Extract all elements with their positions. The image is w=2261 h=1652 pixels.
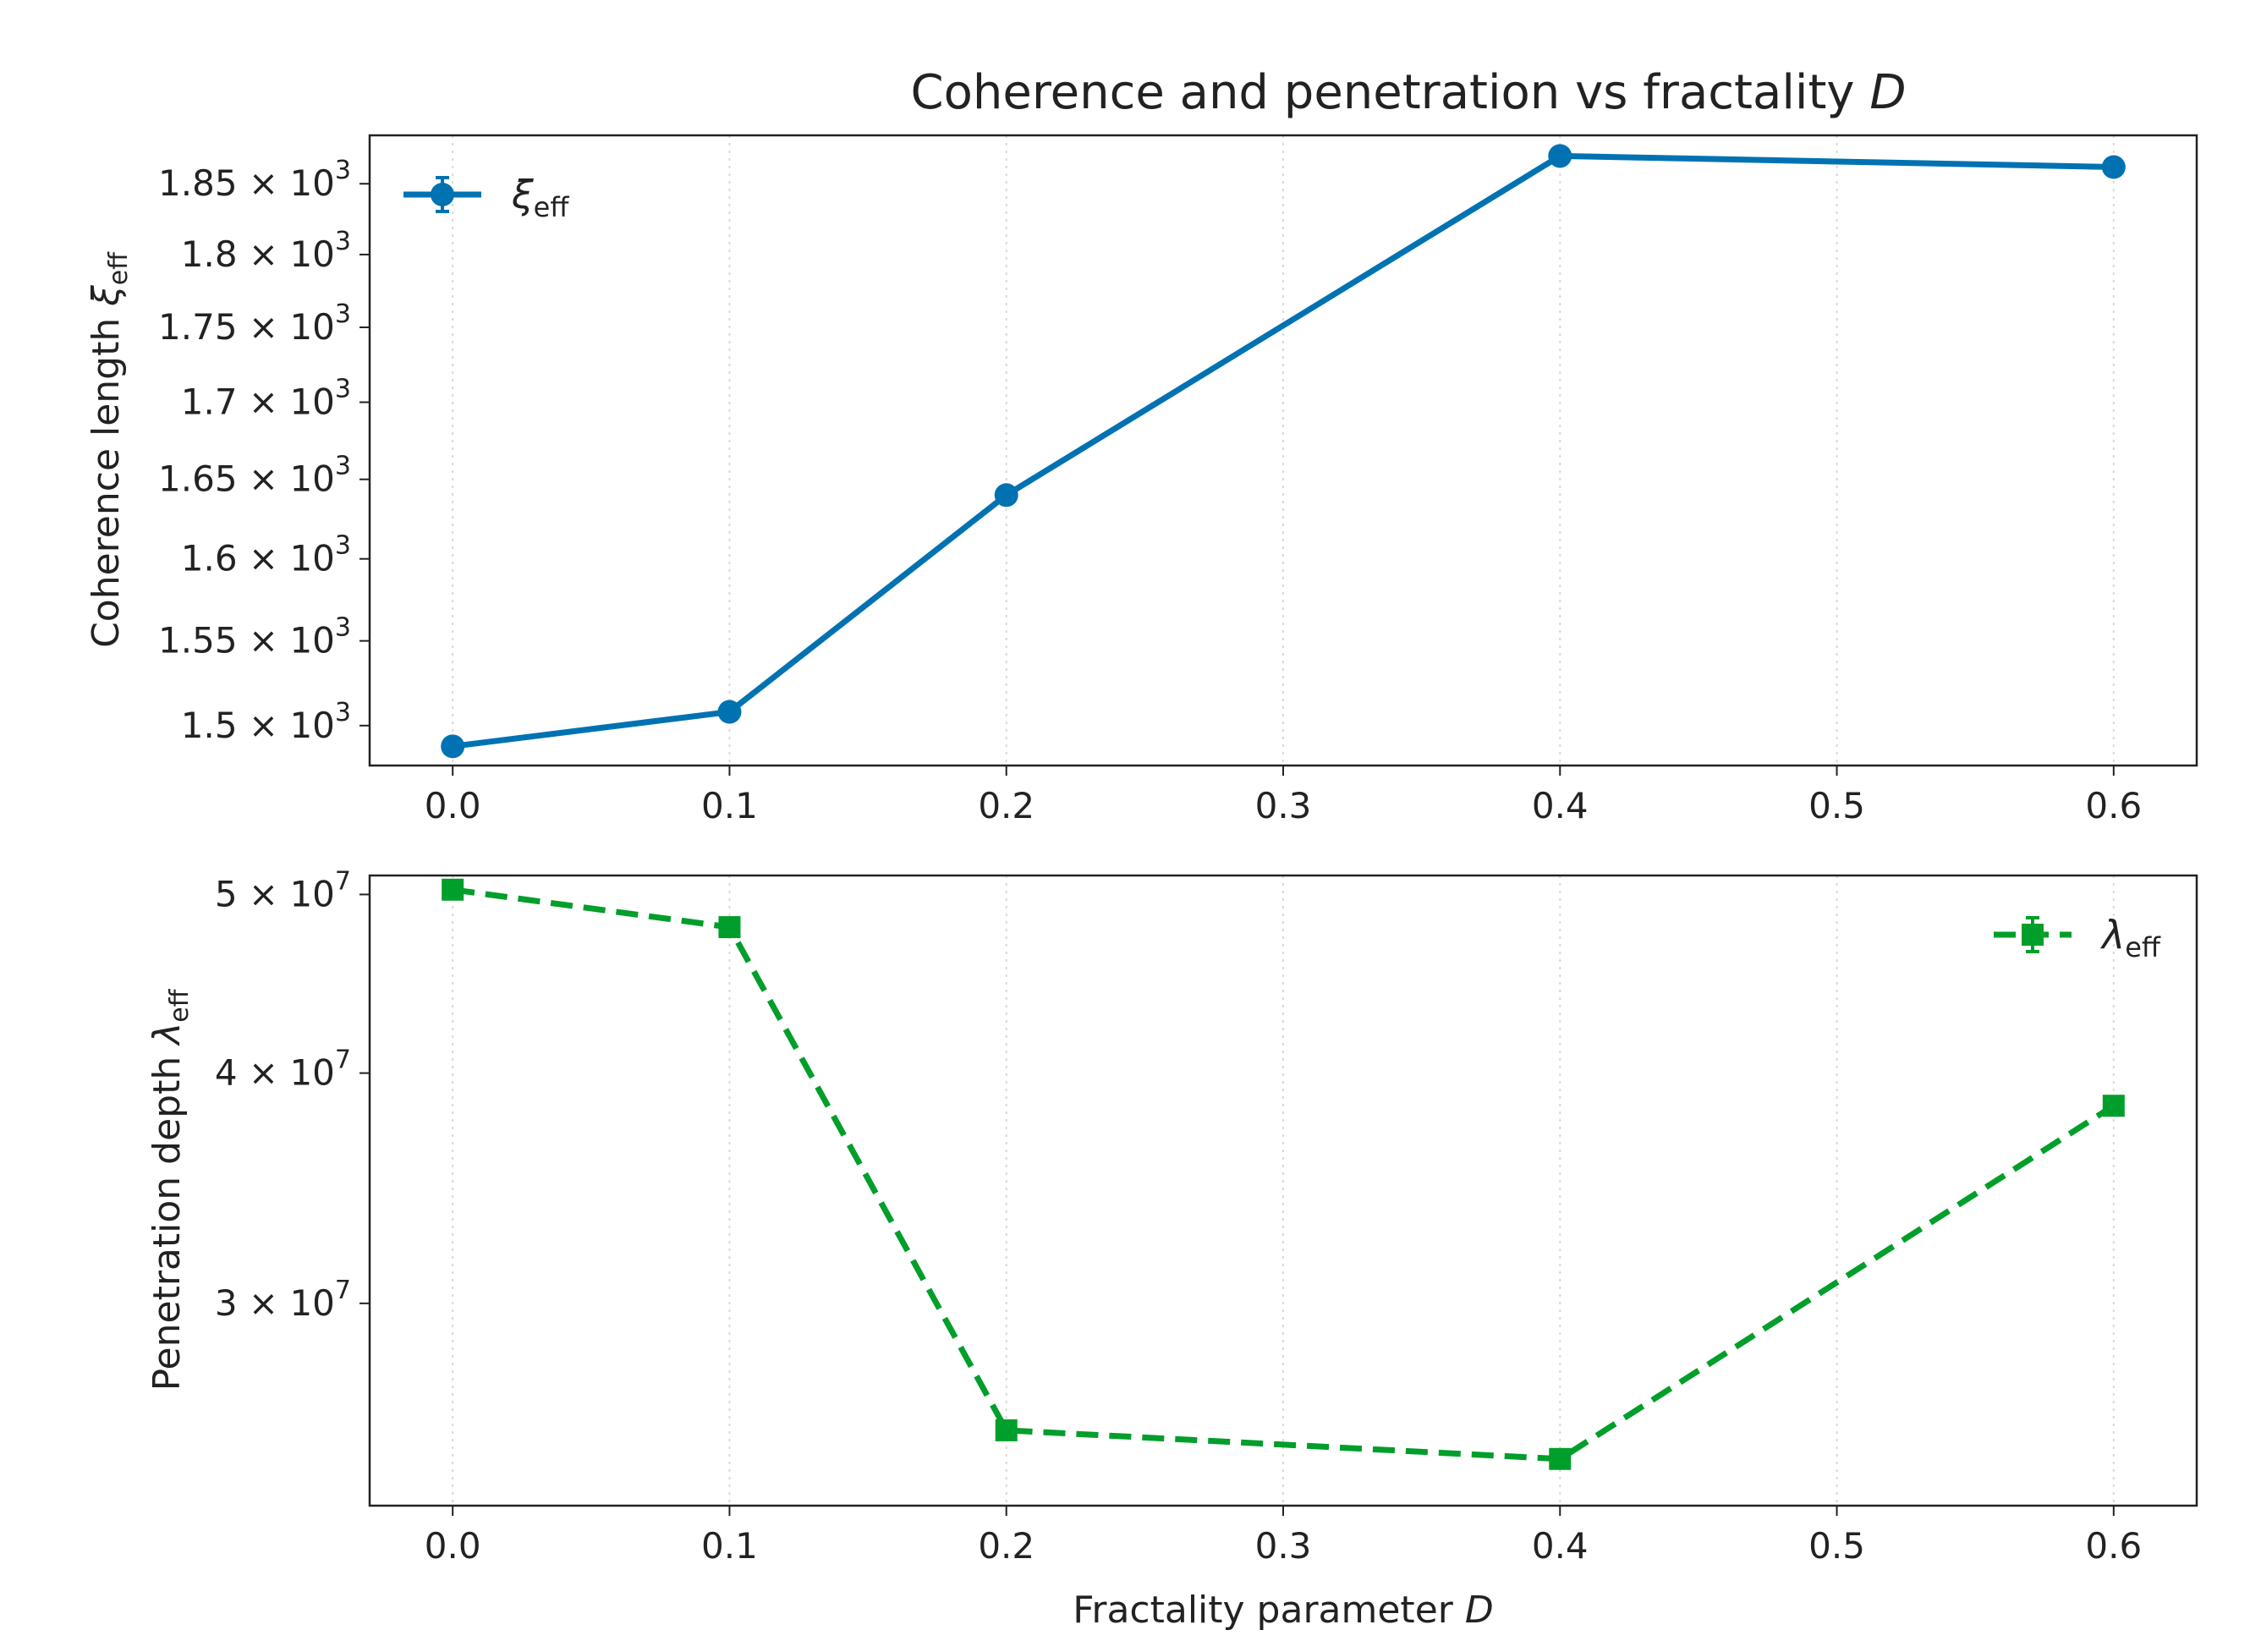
y-axis-label: Coherence length ξeff [85, 251, 134, 648]
x-tick-label: 0.6 [2085, 785, 2142, 826]
y-tick-label: 4 × 107 [215, 1046, 351, 1094]
y-tick-label: 1.7 × 103 [181, 375, 351, 423]
x-tick-label: 0.0 [425, 785, 481, 826]
y-tick-times: × 10 [238, 1052, 335, 1094]
x-tick-label: 0.6 [2085, 1525, 2142, 1567]
data-point [442, 878, 464, 901]
legend-label: λeff [2099, 912, 2161, 963]
axes-frame [368, 874, 2198, 1507]
x-tick-label: 0.5 [1808, 785, 1865, 826]
y-axis-label-symbol: ξ [85, 285, 128, 307]
y-tick-exponent: 3 [335, 299, 351, 329]
x-tick-label: 0.3 [1255, 1525, 1312, 1567]
x-tick-label: 0.3 [1255, 785, 1312, 826]
y-tick-mantissa: 1.6 [181, 538, 238, 579]
data-point [718, 916, 741, 939]
legend-marker [2022, 924, 2044, 946]
y-tick-times: × 10 [238, 620, 335, 661]
y-tick-exponent: 3 [335, 698, 351, 727]
x-tick-label: 0.4 [1532, 785, 1589, 826]
y-tick-exponent: 3 [335, 531, 351, 561]
axes-frame [368, 134, 2198, 767]
y-axis-label-symbol: λ [145, 1023, 189, 1046]
y-tick-label: 1.5 × 103 [181, 698, 351, 746]
x-tick-label: 0.5 [1808, 1525, 1865, 1567]
y-tick-exponent: 7 [335, 1046, 351, 1075]
y-axis-label-subscript: eff [165, 988, 195, 1022]
y-tick-times: × 10 [238, 1282, 335, 1324]
data-point [1549, 1447, 1572, 1470]
y-tick-label: 1.85 × 103 [158, 156, 351, 204]
data-point [717, 700, 742, 724]
y-tick-mantissa: 1.5 [181, 705, 238, 746]
y-tick-times: × 10 [238, 458, 335, 500]
y-tick-mantissa: 1.75 [158, 306, 238, 348]
legend-label-symbol: λ [2099, 912, 2125, 958]
data-point [2101, 155, 2126, 179]
chart-title-text: Coherence and penetration vs fractality [911, 65, 1870, 120]
chart-title: Coherence and penetration vs fractality … [911, 65, 1907, 120]
y-tick-mantissa: 4 [215, 1052, 238, 1094]
y-tick-mantissa: 1.65 [158, 458, 238, 500]
legend: λeff [1994, 912, 2161, 963]
y-tick-mantissa: 3 [215, 1282, 238, 1324]
y-tick-exponent: 7 [335, 1276, 351, 1305]
y-axis-label: Penetration depth λeff [145, 988, 195, 1391]
y-tick-label: 1.65 × 103 [158, 452, 351, 500]
legend-marker [431, 183, 454, 206]
y-tick-mantissa: 1.85 [158, 162, 238, 204]
y-axis-label-text: Coherence length [85, 306, 128, 648]
y-axis-label-text: Penetration depth [145, 1045, 189, 1391]
y-tick-times: × 10 [238, 381, 335, 423]
data-point [995, 1419, 1018, 1441]
y-tick-times: × 10 [238, 233, 335, 275]
y-tick-label: 3 × 107 [215, 1276, 351, 1324]
data-point [1548, 144, 1572, 168]
x-tick-label: 0.2 [978, 1525, 1034, 1567]
y-tick-times: × 10 [238, 306, 335, 348]
y-tick-times: × 10 [238, 538, 335, 579]
y-tick-exponent: 3 [335, 227, 351, 256]
y-tick-mantissa: 1.7 [181, 381, 238, 423]
series-line [452, 886, 2116, 1463]
x-tick-label: 0.4 [1532, 1525, 1589, 1567]
y-tick-mantissa: 5 [215, 873, 238, 914]
x-tick-label: 0.0 [425, 1525, 481, 1567]
data-point [994, 483, 1018, 508]
data-point [2102, 1095, 2125, 1117]
y-tick-exponent: 3 [335, 452, 351, 481]
y-tick-exponent: 3 [335, 613, 351, 643]
data-point [441, 734, 465, 759]
legend-label-subscript: eff [534, 191, 570, 223]
y-tick-times: × 10 [238, 873, 335, 914]
y-tick-exponent: 7 [335, 866, 351, 896]
y-tick-exponent: 3 [335, 156, 351, 185]
legend: ξeff [403, 172, 569, 223]
x-axis-label-text: Fractality parameter [1073, 1589, 1465, 1632]
legend-label: ξeff [511, 172, 569, 223]
y-tick-mantissa: 1.55 [158, 620, 238, 661]
y-tick-label: 1.8 × 103 [181, 227, 351, 275]
y-tick-label: 1.6 × 103 [181, 531, 351, 579]
x-tick-label: 0.2 [978, 785, 1034, 826]
y-tick-times: × 10 [238, 705, 335, 746]
y-tick-label: 1.55 × 103 [158, 613, 351, 661]
y-axis-label-subscript: eff [104, 251, 134, 285]
x-tick-label: 0.1 [701, 1525, 758, 1567]
legend-label-symbol: ξ [511, 172, 534, 217]
y-tick-label: 1.75 × 103 [158, 299, 351, 348]
x-tick-label: 0.1 [701, 785, 758, 826]
y-tick-times: × 10 [238, 162, 335, 204]
x-axis-label: Fractality parameter D [1073, 1589, 1493, 1632]
legend-label-subscript: eff [2125, 931, 2161, 963]
x-axis-label-symbol: D [1465, 1589, 1494, 1632]
y-tick-label: 5 × 107 [215, 866, 351, 914]
y-tick-exponent: 3 [335, 375, 351, 404]
chart-title-symbol: D [1869, 65, 1906, 120]
y-tick-mantissa: 1.8 [181, 233, 238, 275]
